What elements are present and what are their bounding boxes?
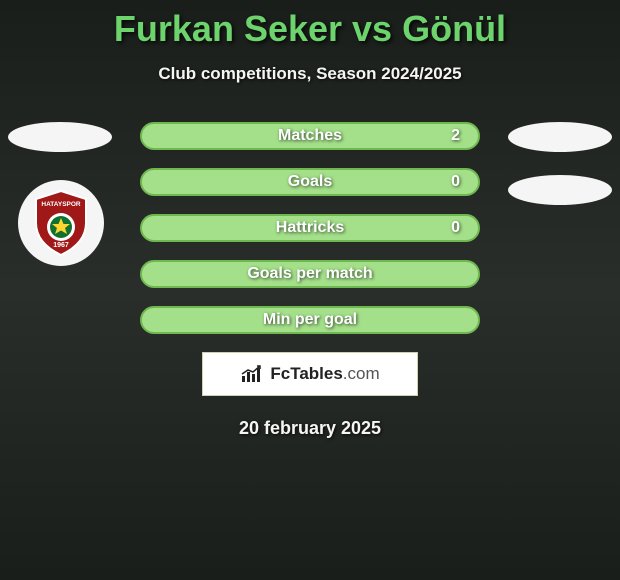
- season-subtitle: Club competitions, Season 2024/2025: [0, 64, 620, 84]
- stat-pill-matches: Matches 2: [140, 122, 480, 150]
- stat-row: Hattricks 0: [0, 214, 620, 242]
- stat-value: 0: [451, 219, 460, 237]
- stat-label: Matches: [278, 127, 342, 145]
- page-title: Furkan Seker vs Gönül: [0, 8, 620, 50]
- stat-row: Matches 2: [0, 122, 620, 150]
- stat-row: Goals per match: [0, 260, 620, 288]
- stat-label: Hattricks: [276, 219, 344, 237]
- stats-list: Matches 2 Goals 0 Hattricks 0 Goals per …: [0, 122, 620, 334]
- stat-row: Min per goal: [0, 306, 620, 334]
- brand-name: FcTables.com: [270, 364, 379, 384]
- stat-row: Goals 0: [0, 168, 620, 196]
- stat-label: Min per goal: [263, 311, 357, 329]
- brand-text-domain: .com: [343, 364, 380, 383]
- stat-pill-goals: Goals 0: [140, 168, 480, 196]
- stat-label: Goals: [288, 173, 332, 191]
- stat-pill-min-per-goal: Min per goal: [140, 306, 480, 334]
- chart-icon: [240, 364, 264, 384]
- branding-badge[interactable]: FcTables.com: [202, 352, 418, 396]
- stat-pill-hattricks: Hattricks 0: [140, 214, 480, 242]
- stat-value: 2: [451, 127, 460, 145]
- date-label: 20 february 2025: [0, 418, 620, 439]
- brand-text-main: FcTables: [270, 364, 342, 383]
- stat-pill-goals-per-match: Goals per match: [140, 260, 480, 288]
- stat-label: Goals per match: [247, 265, 372, 283]
- comparison-card: Furkan Seker vs Gönül Club competitions,…: [0, 0, 620, 439]
- stat-value: 0: [451, 173, 460, 191]
